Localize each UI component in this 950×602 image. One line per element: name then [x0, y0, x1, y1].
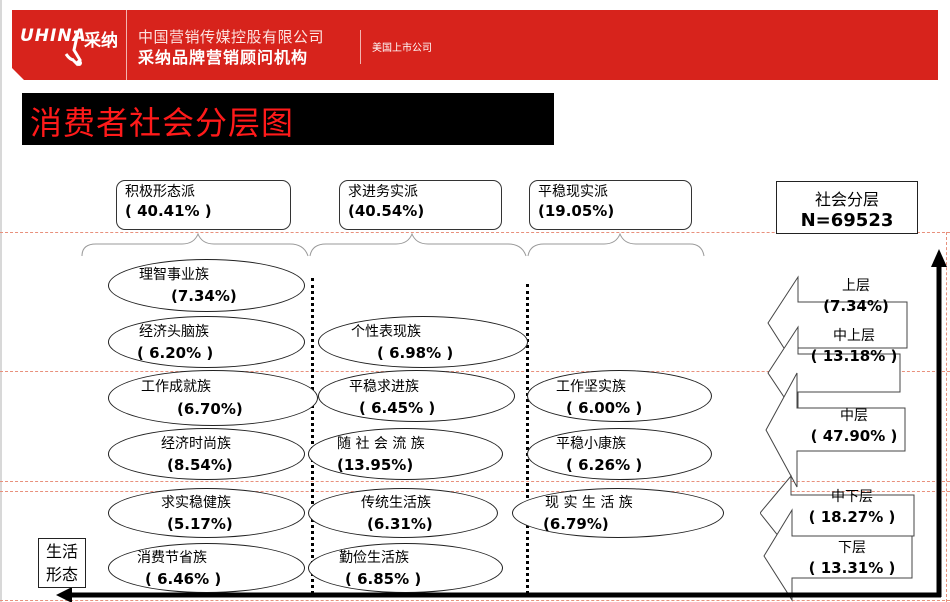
group-pct: ( 40.41% )	[125, 202, 212, 220]
column-separator	[311, 278, 314, 594]
stratum-name: 中上层	[833, 328, 875, 344]
lifestyle-ellipse: 经济头脑族 ( 6.20% )	[108, 316, 305, 368]
stratum-divider	[0, 491, 950, 492]
stratum-name: 上层	[842, 278, 870, 294]
lifestyle-pct: (7.34%)	[171, 287, 237, 305]
header-banner	[12, 10, 938, 80]
lifestyle-name: 求实稳健族	[161, 495, 231, 511]
logo-figure-icon	[64, 30, 82, 67]
stratum-name: 中下层	[831, 489, 873, 505]
lifestyle-name: 平稳小康族	[556, 436, 626, 452]
stratum-pct: ( 13.18% )	[810, 347, 898, 365]
lifestyle-name: 现 实 生 活 族	[545, 495, 633, 511]
lifestyle-name: 平稳求进族	[349, 379, 419, 395]
lifestyle-pct: (6.79%)	[543, 515, 609, 533]
lifestyle-name: 工作成就族	[141, 379, 211, 395]
stratum-pct: (7.34%)	[823, 297, 889, 315]
stratum-upper-middle: 中上层 ( 13.18% )	[800, 326, 908, 366]
lifestyle-name: 随 社 会 流 族	[337, 436, 425, 452]
lifestyle-pct: (6.70%)	[177, 400, 243, 418]
stratum-lower-middle: 中下层 ( 18.27% )	[796, 487, 908, 527]
lifestyle-name: 工作坚实族	[556, 379, 626, 395]
lifestyle-name: 理智事业族	[139, 267, 209, 283]
lifestyle-pct: (8.54%)	[167, 456, 233, 474]
stratum-lower: 下层 ( 13.31% )	[796, 538, 908, 578]
group-name: 平稳现实派	[538, 184, 608, 200]
lifestyle-pct: ( 6.45% )	[359, 399, 436, 417]
lifestyle-ellipse: 传统生活族 (6.31%)	[308, 488, 498, 538]
company-name: 中国营销传媒控股有限公司	[138, 28, 325, 46]
group-braces	[81, 232, 705, 257]
header-divider	[360, 30, 361, 64]
axis-arrows	[56, 249, 947, 602]
lifestyle-pct: (5.17%)	[167, 515, 233, 533]
stratum-pct: ( 18.27% )	[808, 508, 896, 526]
stratum-middle: 中层 ( 47.90% )	[800, 406, 908, 446]
lifestyle-pct: ( 6.20% )	[137, 344, 214, 362]
lifestyle-name: 传统生活族	[361, 495, 431, 511]
page-title: 消费者社会分层图	[30, 104, 295, 142]
lifestyle-ellipse: 随 社 会 流 族 (13.95%)	[308, 428, 503, 480]
lifestyle-pct: (13.95%)	[337, 456, 414, 474]
lifestyle-ellipse: 经济时尚族 (8.54%)	[108, 428, 305, 480]
stratum-divider	[0, 232, 950, 233]
lifestyle-ellipse: 消费节省族 ( 6.46% )	[108, 543, 305, 593]
lifestyle-ellipse: 理智事业族 (7.34%)	[108, 259, 305, 312]
lifestyle-name: 经济头脑族	[139, 324, 209, 340]
lifestyle-ellipse: 平稳小康族 ( 6.26% )	[527, 428, 712, 480]
stratum-label: 社会分层	[814, 190, 879, 209]
lifestyle-pct: ( 6.00% )	[566, 399, 643, 417]
lifestyle-ellipse: 现 实 生 活 族 (6.79%)	[512, 488, 724, 538]
stratum-name: 中层	[840, 408, 868, 424]
group-box-steady: 平稳现实派 (19.05%)	[529, 180, 692, 230]
stratum-divider	[0, 371, 950, 372]
lifestyle-ellipse: 个性表现族 ( 6.98% )	[318, 316, 528, 368]
group-pct: (40.54%)	[348, 202, 425, 220]
lifestyle-ellipse: 平稳求进族 ( 6.45% )	[318, 370, 515, 422]
lifestyle-ellipse: 勤俭生活族 ( 6.85% )	[308, 543, 503, 593]
lifestyle-name: 个性表现族	[351, 324, 421, 340]
lifestyle-pct: (6.31%)	[367, 515, 433, 533]
axis-label-line1: 生活	[45, 542, 78, 561]
sample-size: N=69523	[800, 210, 894, 231]
group-box-active: 积极形态派 ( 40.41% )	[116, 180, 291, 230]
axis-label-line2: 形态	[45, 565, 78, 584]
lifestyle-name: 经济时尚族	[161, 436, 231, 452]
right-guide	[946, 232, 947, 602]
stratum-upper: 上层 (7.34%)	[806, 276, 906, 316]
lifestyle-axis-label: 生活 形态	[38, 538, 86, 588]
stratum-pct: ( 13.31% )	[808, 559, 896, 577]
lifestyle-name: 勤俭生活族	[339, 550, 409, 566]
lifestyle-ellipse: 工作成就族 (6.70%)	[108, 370, 318, 426]
column-separator	[526, 284, 529, 594]
stratum-arrows	[760, 275, 915, 602]
stratum-divider	[0, 481, 950, 482]
stratum-pct: ( 47.90% )	[810, 427, 898, 445]
stratum-name: 下层	[838, 540, 866, 556]
lifestyle-ellipse: 求实稳健族 (5.17%)	[108, 488, 305, 538]
lifestyle-name: 消费节省族	[137, 550, 207, 566]
page-edge	[0, 0, 2, 602]
lifestyle-pct: ( 6.98% )	[377, 344, 454, 362]
stratum-title-box: 社会分层 N=69523	[776, 181, 918, 234]
group-pct: (19.05%)	[538, 202, 615, 220]
lifestyle-ellipse: 工作坚实族 ( 6.00% )	[527, 370, 712, 422]
stratum-divider	[0, 600, 950, 601]
header-divider	[126, 10, 127, 80]
group-box-progressive: 求进务实派 (40.54%)	[339, 180, 502, 230]
group-name: 求进务实派	[348, 184, 418, 200]
logo-cn: 采纳	[84, 31, 118, 51]
logo-latin: UHINA	[20, 26, 87, 46]
title-bar	[22, 93, 554, 145]
header-tagline: 美国上市公司	[372, 43, 432, 54]
lifestyle-pct: ( 6.85% )	[345, 570, 422, 588]
lifestyle-pct: ( 6.46% )	[145, 570, 222, 588]
group-name: 积极形态派	[125, 184, 195, 200]
company-subname: 采纳品牌营销顾问机构	[138, 48, 309, 67]
lifestyle-pct: ( 6.26% )	[566, 456, 643, 474]
